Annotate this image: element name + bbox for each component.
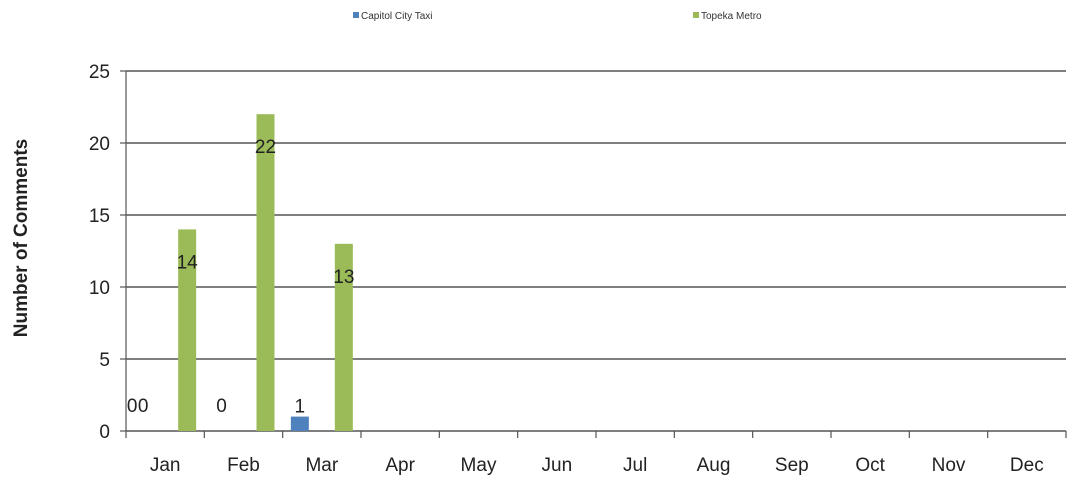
y-axis-title: Number of Comments — [11, 139, 32, 337]
legend-swatch — [693, 12, 699, 18]
bar — [256, 114, 275, 431]
x-tick-label: May — [461, 455, 497, 476]
legend: Capitol City Taxi Topeka Metro — [353, 11, 762, 22]
data-label: 0 — [216, 396, 227, 417]
x-tick-label: Jul — [623, 455, 647, 476]
data-label: 0 — [138, 396, 149, 417]
x-tick-label: Sep — [775, 455, 809, 476]
y-tick-label: 20 — [89, 134, 110, 155]
x-tick-label: Apr — [385, 455, 415, 476]
legend-label: Topeka Metro — [701, 11, 762, 22]
x-tick-label: Dec — [1010, 455, 1044, 476]
x-tick-label: Mar — [305, 455, 338, 476]
x-tick-label: Jun — [542, 455, 573, 476]
data-label: 22 — [255, 137, 276, 158]
gridlines — [126, 70, 1066, 360]
x-tick-label: Jan — [150, 455, 181, 476]
x-tick-label: Feb — [227, 455, 260, 476]
bar — [290, 416, 309, 431]
data-label: 13 — [333, 267, 354, 288]
y-axis: 0 5 10 15 20 25 — [89, 62, 127, 443]
data-label: 1 — [295, 397, 306, 418]
x-tick-label: Oct — [855, 455, 885, 476]
y-tick-label: 10 — [89, 278, 110, 299]
data-label: 14 — [177, 252, 199, 273]
data-labels: 0 14 0 22 1 13 0 — [127, 137, 355, 417]
bars — [178, 114, 353, 431]
y-tick-label: 0 — [99, 422, 110, 443]
x-tick-label: Nov — [932, 455, 966, 476]
bar — [178, 229, 197, 431]
y-tick-label: 5 — [99, 350, 110, 371]
x-axis: Jan Feb Mar Apr May Jun Jul Aug Sep Oct Nov Dec — [125, 430, 1067, 476]
y-tick-label: 15 — [89, 206, 110, 227]
data-label: 0 — [127, 396, 138, 417]
bar — [334, 243, 353, 431]
legend-label: Capitol City Taxi — [361, 11, 433, 22]
legend-swatch — [353, 12, 359, 18]
x-tick-label: Aug — [697, 455, 731, 476]
y-tick-label: 25 — [89, 62, 110, 83]
